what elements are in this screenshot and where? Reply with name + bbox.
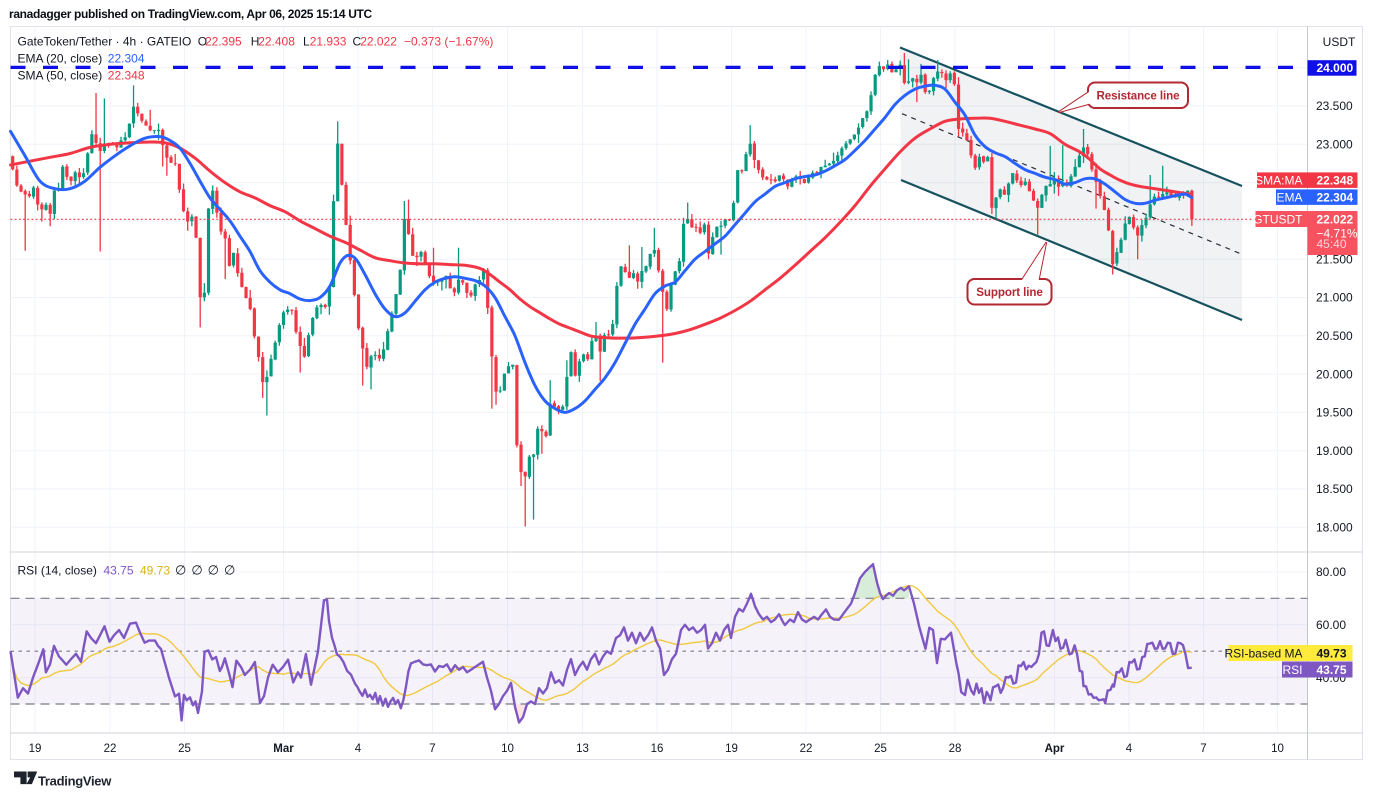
svg-text:22: 22 [104, 743, 117, 755]
svg-text:21.500: 21.500 [1316, 252, 1353, 266]
svg-text:28: 28 [949, 743, 962, 755]
svg-text:19.500: 19.500 [1316, 406, 1353, 420]
svg-text:18.000: 18.000 [1316, 521, 1353, 535]
svg-text:EMA: EMA [1276, 190, 1302, 204]
svg-text:25: 25 [178, 743, 191, 755]
svg-text:20.000: 20.000 [1316, 367, 1353, 381]
svg-text:Support line: Support line [976, 286, 1043, 299]
svg-text:H: H [251, 35, 260, 49]
svg-text:22.395: 22.395 [205, 35, 242, 49]
svg-text:23.000: 23.000 [1316, 138, 1353, 152]
svg-text:21.000: 21.000 [1316, 291, 1353, 305]
svg-text:23.500: 23.500 [1316, 99, 1353, 113]
svg-text:EMA (20, close): EMA (20, close) [18, 52, 103, 66]
svg-text:GateToken/Tether · 4h · GATEIO: GateToken/Tether · 4h · GATEIO [18, 35, 192, 49]
svg-text:USDT: USDT [1323, 35, 1356, 49]
svg-text:43.75: 43.75 [104, 564, 134, 578]
svg-text:45:40: 45:40 [1317, 237, 1347, 251]
svg-text:22.408: 22.408 [258, 35, 295, 49]
svg-text:7: 7 [1200, 743, 1206, 755]
svg-text:GTUSDT: GTUSDT [1253, 212, 1303, 226]
svg-text:−0.373 (−1.67%): −0.373 (−1.67%) [404, 35, 493, 49]
svg-text:49.73: 49.73 [140, 564, 170, 578]
svg-text:22.022: 22.022 [360, 35, 397, 49]
svg-text:4: 4 [1126, 743, 1133, 755]
svg-text:19: 19 [725, 743, 738, 755]
svg-text:RSI-based MA: RSI-based MA [1224, 646, 1302, 660]
svg-text:−4.71%: −4.71% [1317, 226, 1358, 240]
svg-text:22.304: 22.304 [108, 52, 145, 66]
svg-text:Apr: Apr [1045, 743, 1065, 755]
svg-text:O: O [198, 35, 207, 49]
svg-text:Resistance line: Resistance line [1097, 90, 1181, 103]
svg-text:16: 16 [651, 743, 664, 755]
svg-text:25: 25 [874, 743, 887, 755]
svg-text:60.00: 60.00 [1316, 618, 1346, 632]
svg-text:TradingView: TradingView [38, 774, 112, 789]
svg-text:SMA:MA: SMA:MA [1255, 173, 1302, 187]
svg-text:80.00: 80.00 [1316, 565, 1346, 579]
svg-text:18.500: 18.500 [1316, 482, 1353, 496]
svg-text:10: 10 [1271, 743, 1284, 755]
svg-text:43.75: 43.75 [1317, 663, 1347, 677]
svg-text:13: 13 [576, 743, 589, 755]
svg-text:24.000: 24.000 [1317, 61, 1354, 75]
svg-text:L: L [303, 35, 310, 49]
svg-text:19: 19 [29, 743, 42, 755]
svg-text:22.304: 22.304 [1317, 190, 1354, 204]
svg-text:10: 10 [501, 743, 514, 755]
svg-text:22.348: 22.348 [108, 69, 145, 83]
svg-text:C: C [353, 35, 362, 49]
svg-text:49.73: 49.73 [1317, 646, 1347, 660]
svg-text:SMA (50, close): SMA (50, close) [18, 69, 103, 83]
svg-text:RSI: RSI [1282, 663, 1302, 677]
svg-text:22.348: 22.348 [1317, 173, 1354, 187]
svg-text:20.500: 20.500 [1316, 329, 1353, 343]
svg-text:22: 22 [800, 743, 813, 755]
svg-text:21.933: 21.933 [310, 35, 347, 49]
svg-text:19.000: 19.000 [1316, 444, 1353, 458]
svg-text:RSI (14, close): RSI (14, close) [18, 564, 97, 578]
svg-text:4: 4 [355, 743, 362, 755]
svg-text:ranadagger published on Tradin: ranadagger published on TradingView.com,… [9, 7, 373, 21]
svg-text:22.022: 22.022 [1317, 212, 1354, 226]
svg-text:Mar: Mar [273, 743, 294, 755]
svg-text:7: 7 [429, 743, 435, 755]
svg-text:∅∅∅∅: ∅∅∅∅ [175, 563, 240, 578]
